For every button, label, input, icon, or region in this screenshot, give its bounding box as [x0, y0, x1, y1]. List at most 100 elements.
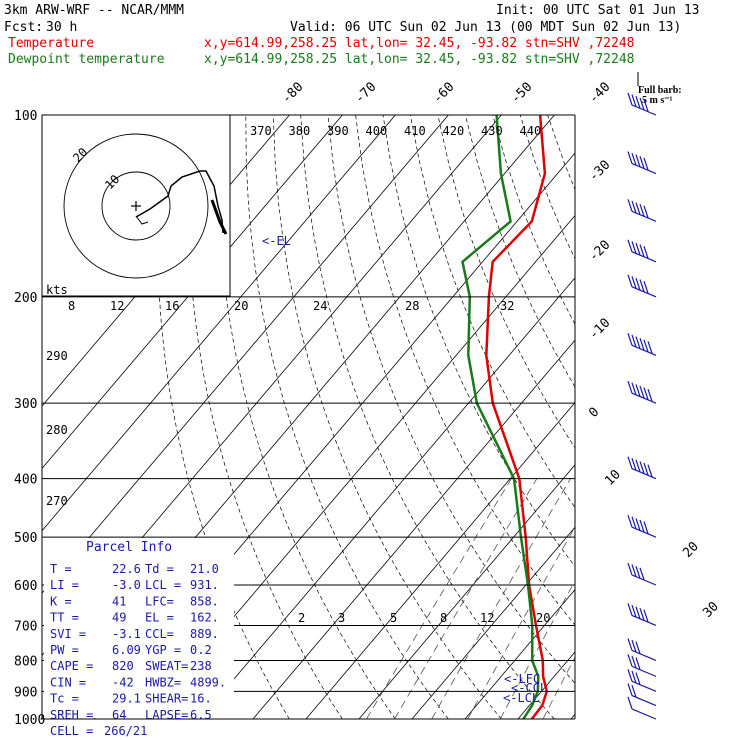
- parcel-info-row: Tc = 29.1 SHEAR= 16.: [50, 692, 212, 706]
- dry-adiabat-310: [327, 115, 575, 684]
- pressure-label-400: 400: [14, 473, 37, 488]
- wind-barb: [627, 683, 657, 707]
- wind-barb-flag: [627, 333, 633, 346]
- parcel-key: PW =: [50, 643, 79, 657]
- hodograph-speed-label-32: 32: [500, 299, 514, 313]
- wind-barb-flag: [635, 277, 641, 291]
- wind-barb-flag: [635, 518, 641, 531]
- parcel-value: 0.2: [190, 643, 212, 657]
- storm-motion-marker: [135, 215, 149, 225]
- parcel-key: LI =: [50, 578, 79, 592]
- dry-adiabat-260: [187, 115, 343, 719]
- wind-barb: [627, 333, 657, 356]
- hodograph-speed-label-28: 28: [405, 299, 419, 313]
- wind-barb-flag: [635, 154, 641, 167]
- lfc-marker: <-LFC: [504, 672, 540, 686]
- wind-barb-flag: [627, 696, 633, 710]
- parcel-value: 162.: [190, 611, 219, 625]
- parcel-key: T =: [50, 562, 72, 576]
- hodograph-speed-label-24: 24: [313, 299, 327, 313]
- wind-barb-flag: [635, 336, 641, 349]
- wind-barb-flag: [635, 96, 641, 109]
- wind-barb: [627, 514, 657, 538]
- parcel-key: TT =: [50, 611, 79, 625]
- wind-barb-flag: [635, 242, 641, 256]
- temperature-legend: Temperature: [8, 36, 94, 51]
- wind-barb-flag: [635, 459, 641, 473]
- pressure-label-200: 200: [14, 291, 37, 306]
- parcel-info-title: Parcel Info: [86, 540, 172, 555]
- parcel-value: 931.: [190, 578, 219, 592]
- parcel-key: CELL =: [50, 724, 93, 738]
- wind-barb-shaft: [631, 468, 657, 480]
- parcel-info-row: T = 22.6 Td = 21.0: [50, 562, 219, 576]
- theta-label-270: 270: [46, 494, 68, 508]
- ccl-marker: <-CCL: [511, 681, 547, 695]
- parcel-key: SREH =: [50, 708, 93, 722]
- parcel-key: HWBZ=: [145, 675, 181, 689]
- parcel-key: Tc =: [50, 692, 79, 706]
- wind-barb-flag: [631, 684, 637, 698]
- wind-barb: [627, 380, 657, 404]
- parcel-value: 6.09: [112, 643, 141, 657]
- parcel-key: Td =: [145, 562, 174, 576]
- parcel-key: SVI =: [50, 627, 86, 641]
- wind-barb-flag: [635, 672, 641, 685]
- isotherm-label-20: 20: [680, 539, 702, 561]
- init-time: Init: 00 UTC Sat 01 Jun 13: [496, 3, 700, 18]
- mixing-ratio-label-12: 12: [480, 611, 494, 625]
- pressure-label-500: 500: [14, 531, 37, 546]
- dry-adiabat-450: [712, 115, 740, 719]
- parcel-info-row: SVI = -3.1 CCL= 889.: [50, 627, 219, 641]
- wind-barb-flag: [631, 458, 637, 471]
- hodograph-ring-10: [101, 171, 171, 241]
- dry-adiabat-330: [382, 115, 575, 568]
- mixing-ratio-label-3: 3: [338, 611, 345, 625]
- isotherm-label-0: 0: [586, 405, 602, 421]
- parcel-key: SHEAR=: [145, 692, 188, 706]
- mixing-ratio-label-20: 20: [536, 611, 550, 625]
- isotherm--20: [305, 401, 575, 719]
- wind-barb-flag: [627, 239, 633, 252]
- wind-barb-flag: [631, 200, 637, 214]
- wind-barb-flag: [643, 521, 649, 534]
- wind-barb-flag: [643, 205, 649, 218]
- parcel-key: LCL =: [145, 578, 181, 592]
- theta-label-430: 430: [481, 124, 503, 138]
- wind-barb: [627, 151, 657, 175]
- isotherm--10: [358, 464, 575, 719]
- wind-barb-flag: [631, 94, 637, 107]
- dry-adiabat-360: [464, 115, 575, 388]
- hodograph-speed-units: kts: [46, 283, 68, 297]
- wind-barb-flag: [627, 274, 633, 288]
- wind-barbs: [627, 92, 657, 720]
- isotherm-label--20: -20: [586, 238, 613, 265]
- wind-barb-shaft: [631, 104, 657, 116]
- wind-barb-flag: [647, 464, 653, 477]
- wind-barb: [627, 274, 657, 298]
- pressure-label-600: 600: [14, 579, 37, 594]
- wind-barb-shaft: [631, 344, 657, 356]
- sounding-profiles: [461, 115, 549, 719]
- wind-barb-flag: [631, 334, 637, 348]
- isotherm-label--50: -50: [508, 80, 535, 107]
- parcel-value: -3.1: [112, 627, 141, 641]
- wind-barb-flag: [627, 603, 633, 616]
- wind-barb-flag: [643, 246, 649, 259]
- pressure-label-300: 300: [14, 397, 37, 412]
- mixing-ratio-2: [366, 478, 512, 719]
- wind-barb-shaft: [631, 614, 657, 626]
- parcel-info-panel: Parcel Info T = 22.6 Td = 21.0 LI = -3.0 LCL = 9…: [44, 538, 234, 738]
- parcel-info-row: LI = -3.0 LCL = 931.: [50, 578, 219, 592]
- parcel-info-row: TT = 49 EL = 162.: [50, 611, 219, 625]
- parcel-value: 21.0: [190, 562, 219, 576]
- model-title: 3km ARW-WRF -- NCAR/MMM: [4, 3, 184, 18]
- hodograph-ring-20: [63, 133, 209, 279]
- parcel-value: 858.: [190, 594, 219, 608]
- dry-adiabat-420: [630, 115, 740, 719]
- wind-barb-flag: [639, 608, 645, 621]
- parcel-value: 4899.: [190, 675, 226, 689]
- wind-barb: [627, 669, 657, 692]
- isotherm--120: [42, 115, 290, 407]
- mixing-ratio-20: [542, 656, 575, 719]
